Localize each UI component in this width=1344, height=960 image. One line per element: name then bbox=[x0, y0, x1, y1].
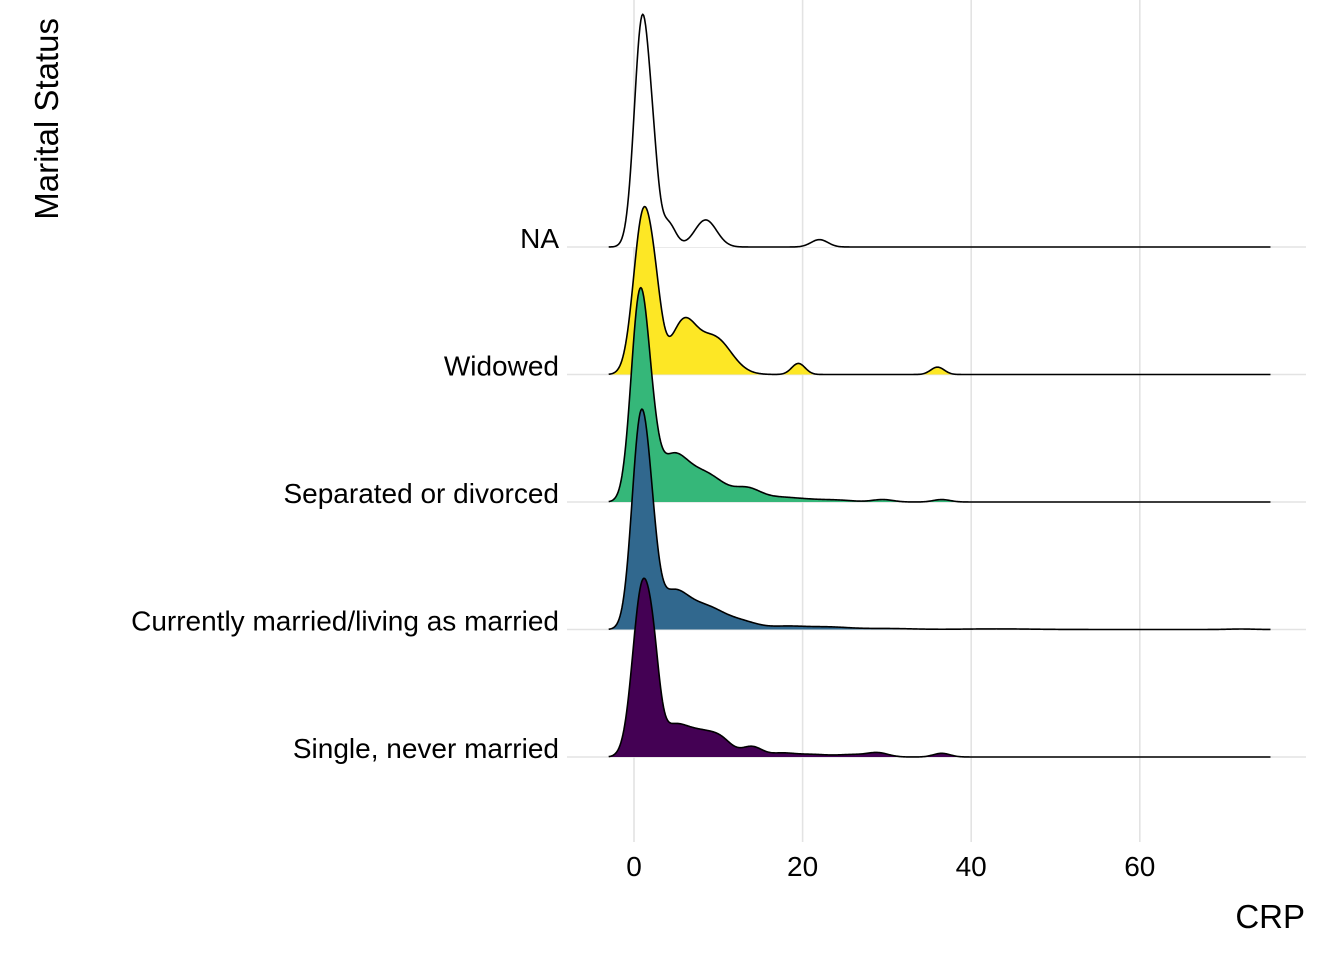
x-axis-title: CRP bbox=[1235, 898, 1305, 935]
ridge-outline bbox=[608, 205, 1271, 376]
x-tick-label: 20 bbox=[787, 851, 818, 882]
ridge-outline bbox=[608, 408, 1271, 631]
category-label: Widowed bbox=[444, 351, 559, 382]
ridge-area bbox=[608, 14, 1271, 248]
y-axis-title: Marital Status bbox=[28, 18, 65, 220]
x-tick-label: 60 bbox=[1124, 851, 1155, 882]
ridge-outline bbox=[608, 577, 1271, 758]
category-label: Separated or divorced bbox=[283, 478, 559, 509]
ridge-area bbox=[608, 409, 1271, 630]
x-tick-label: 40 bbox=[956, 851, 987, 882]
category-label: Currently married/living as married bbox=[131, 606, 559, 637]
ridge-area bbox=[608, 287, 1271, 502]
ridge-outline bbox=[608, 286, 1271, 503]
ridge-outline bbox=[608, 13, 1271, 248]
gridlines bbox=[567, 0, 1306, 842]
category-label: NA bbox=[520, 223, 559, 254]
x-tick-labels: 0 20 40 60 bbox=[626, 851, 1155, 882]
category-labels: Single, never married Currently married/l… bbox=[131, 223, 559, 764]
category-label: Single, never married bbox=[293, 733, 559, 764]
ridge-area bbox=[608, 578, 1271, 757]
ridges bbox=[608, 13, 1271, 758]
x-tick-label: 0 bbox=[626, 851, 642, 882]
ridge-area bbox=[608, 206, 1271, 375]
